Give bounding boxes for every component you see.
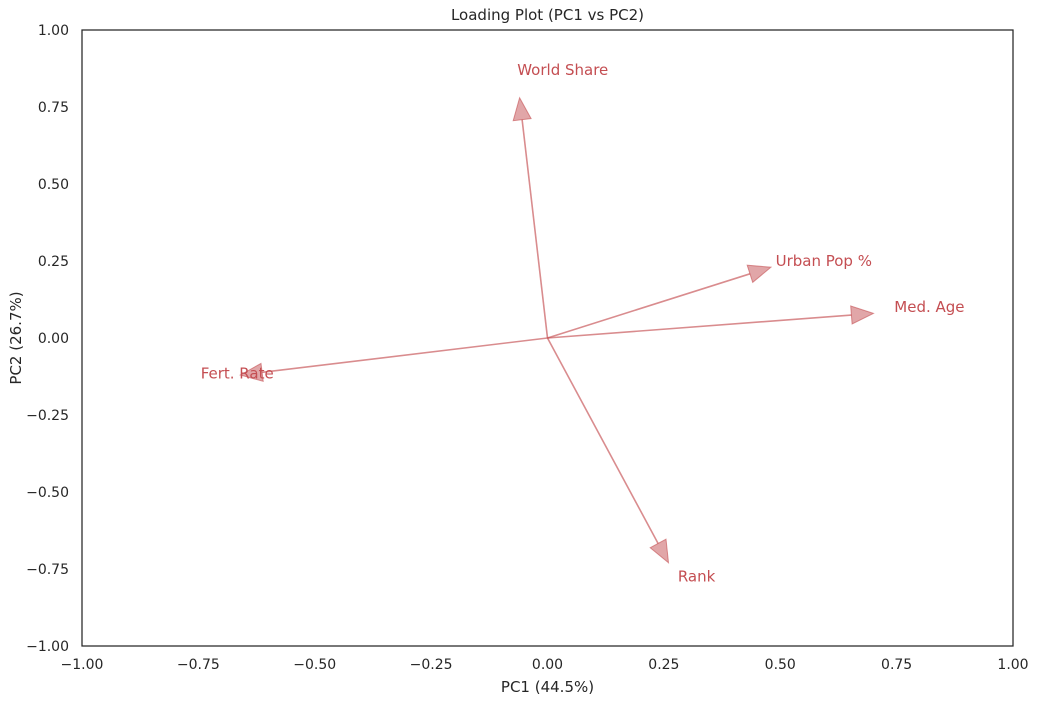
loading-arrow-line [262,337,548,374]
y-tick-label: 0.00 [38,331,69,347]
y-tick-label: 1.00 [38,23,69,39]
y-tick-label: 0.75 [38,100,69,116]
loading-vector-label: Urban Pop % [776,252,872,270]
loading-arrow-head [512,96,532,122]
loading-arrow-line [546,337,659,544]
plot-area-frame [81,29,1014,647]
chart-title: Loading Plot (PC1 vs PC2) [451,6,644,24]
x-tick-labels: −1.00 −0.75 −0.50 −0.25 0.00 0.25 0.50 0.75 1.00 [61,657,1029,673]
x-tick-label: 0.50 [765,657,796,673]
loading-arrow-head [238,362,264,382]
y-tick-label: −0.75 [26,562,69,578]
loading-vector-label: Rank [678,568,716,586]
loading-arrow-line [547,314,852,339]
loading-arrow-head [746,264,773,284]
y-axis-title: PC2 (26.7%) [7,291,25,384]
loading-vector-label: Med. Age [894,298,964,316]
loading-vector-label: World Share [517,61,608,79]
x-tick-label: −0.75 [177,657,220,673]
x-tick-label: −0.50 [293,657,336,673]
loading-arrow-head [649,538,670,564]
x-tick-label: −1.00 [61,657,104,673]
x-tick-label: 0.75 [881,657,912,673]
loading-arrow-head [850,305,875,325]
y-tick-label: −0.50 [26,485,69,501]
y-tick-label: 0.50 [38,177,69,193]
y-tick-label: −0.25 [26,408,69,424]
x-axis-title: PC1 (44.5%) [501,678,594,696]
x-tick-label: 0.00 [532,657,563,673]
y-tick-label: −1.00 [26,639,69,655]
loading-vector-label: Fert. Rate [201,364,274,382]
loading-arrow-line [521,119,549,339]
x-tick-label: 1.00 [997,657,1028,673]
loading-arrow-line [547,273,751,339]
y-tick-labels: 1.00 0.75 0.50 0.25 0.00 −0.25 −0.50 −0.75 −1.00 [26,23,69,655]
loading-vectors: World Share Urban Pop % Med. Age Fert. Rate… [201,61,965,586]
y-tick-label: 0.25 [38,254,69,270]
x-tick-label: −0.25 [410,657,453,673]
x-tick-label: 0.25 [648,657,679,673]
